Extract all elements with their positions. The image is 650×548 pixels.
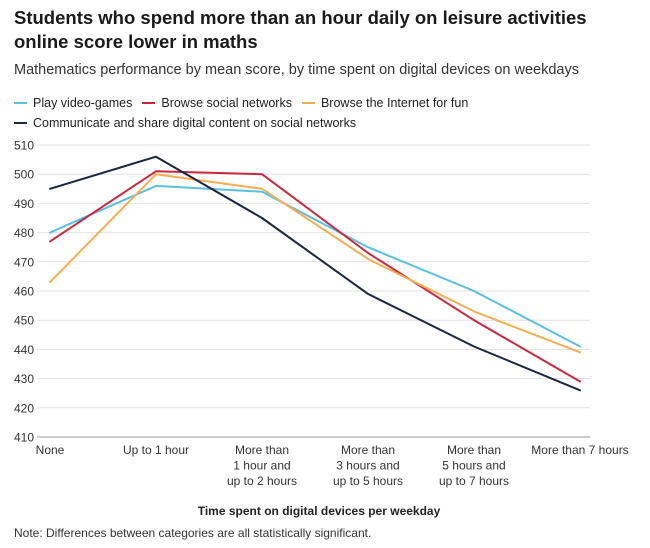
x-tick-label: up to 7 hours — [439, 474, 509, 488]
y-tick-label: 500 — [14, 168, 34, 182]
x-tick-label: 1 hour and — [233, 459, 290, 473]
x-tick-label: More than 7 hours — [531, 443, 628, 457]
x-tick-label: 3 hours and — [336, 459, 399, 473]
line-chart: 410 420 430 440 450 460 470 480 490 500 510 None Up … — [14, 139, 629, 519]
y-tick-label: 480 — [14, 226, 34, 240]
legend-swatch — [301, 101, 315, 104]
legend-label: Communicate and share digital content on… — [33, 116, 357, 130]
x-tick-label: More than — [341, 443, 395, 457]
legend-item: Browse social networks — [142, 93, 292, 113]
x-tick-label: More than — [447, 443, 501, 457]
x-tick-label: Up to 1 hour — [123, 443, 189, 457]
chart-title: Students who spend more than an hour dai… — [14, 7, 587, 52]
x-tick-label: up to 2 hours — [227, 474, 297, 488]
legend-item: Browse the Internet for fun — [301, 93, 469, 113]
y-tick-label: 410 — [14, 431, 34, 445]
legend-label: Browse the Internet for fun — [320, 96, 469, 110]
y-tick-label: 510 — [14, 139, 34, 153]
legend-swatch — [14, 101, 27, 104]
legend-item: Communicate and share digital content on… — [14, 113, 356, 133]
legend: Play video-games Browse social networks Br… — [14, 93, 644, 133]
y-tick-label: 450 — [14, 314, 34, 328]
y-tick-label: 420 — [14, 401, 34, 415]
y-tick-label: 460 — [14, 285, 34, 299]
x-axis-title: Time spent on digital devices per weekda… — [198, 504, 441, 518]
legend-swatch — [142, 101, 156, 104]
legend-label: Play video-games — [33, 96, 133, 110]
x-tick-label: More than — [235, 443, 289, 457]
legend-item: Play video-games — [14, 93, 132, 113]
y-tick-label: 490 — [14, 197, 34, 211]
series-line — [49, 173, 581, 354]
y-tick-label: 470 — [14, 255, 34, 269]
x-tick-label: 5 hours and — [442, 459, 505, 473]
series-line — [49, 170, 581, 383]
chart-note: Note: Differences between categories are… — [14, 526, 372, 540]
legend-swatch — [14, 121, 27, 124]
x-tick-label: None — [36, 443, 65, 457]
x-tick-label: up to 5 hours — [333, 474, 403, 488]
y-tick-label: 440 — [14, 343, 34, 357]
series-line — [49, 184, 581, 348]
chart-subtitle: Mathematics performance by mean score, b… — [14, 62, 579, 78]
series-line — [49, 155, 581, 392]
y-tick-label: 430 — [14, 372, 34, 386]
legend-label: Browse social networks — [161, 96, 292, 110]
